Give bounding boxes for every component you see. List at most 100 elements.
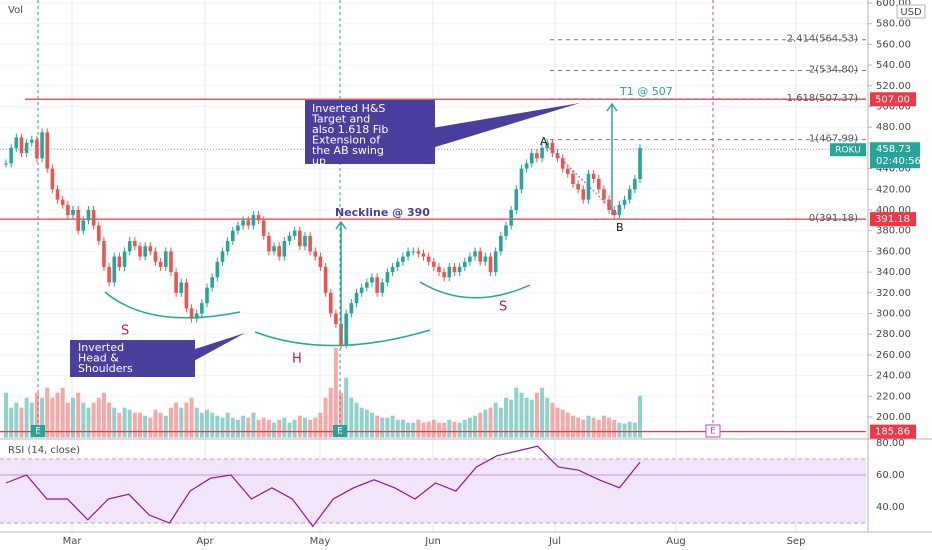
shoulder-curve	[104, 291, 241, 319]
volume-bar	[235, 419, 240, 438]
x-tick-label: Jun	[424, 536, 441, 547]
volume-bar	[591, 417, 596, 438]
volume-bar	[9, 407, 14, 438]
volume-bar	[632, 422, 637, 438]
candle-body	[519, 168, 524, 190]
y-tick-label: 440.00	[876, 164, 911, 175]
candle-body	[220, 251, 225, 262]
candle-body	[230, 230, 235, 242]
volume-bar	[431, 419, 436, 438]
candle-body	[596, 178, 601, 190]
candle-body	[633, 178, 637, 190]
fib-label: 2(534.80)	[809, 64, 858, 75]
arrow-head	[335, 220, 347, 230]
candle-body	[437, 266, 441, 273]
x-tick-label: Sep	[787, 536, 806, 547]
candle-body	[4, 163, 8, 165]
y-tick-label: 260.00	[876, 350, 911, 361]
volume-bar	[168, 407, 173, 438]
fib-label: 2.414(564.53)	[787, 34, 859, 45]
volume-bar	[452, 421, 457, 438]
shoulder-curve	[419, 281, 531, 299]
volume-bar	[14, 402, 19, 438]
volume-bar	[4, 392, 8, 438]
y-tick-label: 520.00	[876, 81, 911, 92]
level-box	[870, 92, 916, 107]
volume-bar	[96, 397, 101, 438]
candle-body	[86, 210, 91, 221]
level-label: 507.00	[875, 94, 910, 105]
earnings-text: E	[35, 427, 41, 437]
volume-bar	[503, 397, 508, 438]
candle-body	[638, 147, 642, 179]
candle-body	[591, 173, 596, 179]
volume-bar	[400, 419, 405, 438]
point-label: A	[540, 135, 548, 148]
fib-label: 0(391.18)	[809, 213, 858, 224]
volume-bar	[251, 412, 256, 438]
volume-bar	[184, 402, 189, 438]
candle-body	[112, 256, 117, 283]
rsi-tick-label: 60.00	[876, 470, 905, 481]
candle-body	[488, 256, 493, 273]
volume-bar	[586, 415, 591, 438]
candle-body	[359, 287, 364, 293]
candle-body	[406, 251, 410, 257]
callout-box	[70, 340, 195, 377]
volume-label: Vol	[8, 5, 23, 16]
volume-bar	[292, 419, 297, 438]
pattern-label: S	[499, 300, 507, 315]
arrow-head	[606, 102, 618, 112]
candle-body	[35, 139, 39, 159]
volume-bar	[127, 409, 132, 438]
candle-body	[29, 139, 34, 143]
volume-bar	[24, 397, 29, 438]
candle-body	[138, 246, 142, 257]
candle-body	[607, 199, 611, 210]
last-price-box	[870, 142, 920, 169]
volume-bar	[158, 412, 163, 438]
earnings-text: E	[710, 427, 716, 437]
volume-bar	[81, 402, 86, 438]
candle-body	[91, 210, 96, 226]
rsi-label: RSI (14, close)	[8, 445, 80, 456]
candle-body	[189, 308, 194, 319]
candle-body	[344, 313, 348, 345]
y-tick-label: 380.00	[876, 226, 911, 237]
candle-body	[395, 261, 400, 267]
candle-body	[411, 251, 416, 253]
volume-bar	[565, 412, 570, 438]
volume-bar	[266, 419, 271, 438]
volume-bar	[550, 402, 555, 438]
candle-body	[447, 266, 452, 278]
candle-body	[509, 210, 513, 226]
candle-body	[602, 189, 606, 200]
y-tick-label: 240.00	[876, 371, 911, 382]
volume-bar	[287, 422, 292, 438]
currency: USD	[900, 7, 922, 18]
volume-bar	[205, 409, 210, 438]
candle-body	[81, 220, 86, 231]
volume-bar	[220, 417, 225, 438]
volume-bar	[34, 392, 39, 438]
volume-bar	[488, 407, 493, 438]
volume-bar	[241, 415, 246, 438]
candle-body	[462, 261, 467, 267]
pattern-label: S	[121, 324, 129, 339]
candle-body	[148, 246, 153, 252]
x-tick-label: Aug	[666, 536, 686, 547]
candle-body	[169, 251, 173, 273]
volume-bar	[112, 407, 117, 438]
volume-bar	[256, 419, 261, 438]
candle-body	[586, 173, 591, 200]
volume-bar	[514, 387, 519, 438]
volume-bar	[194, 407, 199, 438]
candle-body	[76, 210, 80, 231]
volume-bar	[390, 415, 395, 438]
candle-body	[272, 246, 276, 252]
candle-body	[133, 241, 137, 247]
candle-body	[627, 189, 632, 200]
volume-bar	[148, 417, 153, 438]
volume-bar	[406, 422, 411, 438]
volume-bar	[540, 387, 545, 438]
